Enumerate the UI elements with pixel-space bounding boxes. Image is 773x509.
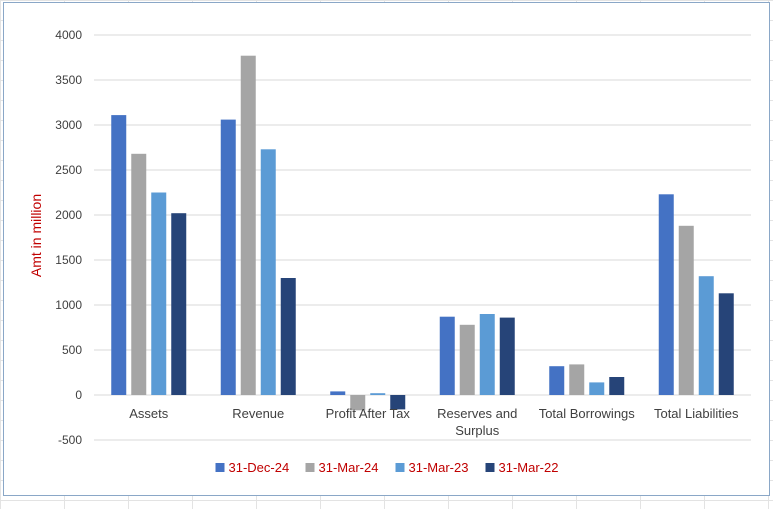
y-tick-label: 3500 [55, 73, 82, 87]
bar-31-mar-22-total-borrowings [609, 377, 625, 395]
x-tick-label: Total Liabilities [654, 406, 739, 421]
y-tick-label: 2000 [55, 208, 82, 222]
y-tick-label: 1000 [55, 298, 82, 312]
bar-31-dec-24-total-liabilities [658, 194, 674, 395]
y-tick-label: 4000 [55, 28, 82, 42]
bar-31-mar-23-profit-after-tax [370, 393, 386, 395]
bar-31-mar-23-revenue [260, 149, 276, 395]
bar-31-mar-23-total-liabilities [698, 276, 714, 395]
bar-31-mar-22-revenue [280, 278, 296, 395]
bar-31-mar-22-profit-after-tax [390, 395, 406, 410]
chart-frame[interactable]: 4000 3500 3000 2500 2000 1500 1000 500 0 -500 Ass… [3, 2, 770, 496]
bar-31-dec-24-assets [111, 115, 127, 395]
bar-31-mar-22-reserves-and-surplus [499, 317, 515, 395]
x-tick-label: Total Borrowings [539, 406, 636, 421]
x-tick-label: Profit After Tax [326, 406, 411, 421]
bar-31-dec-24-profit-after-tax [330, 391, 346, 395]
x-tick-label: Reserves and Surplus [437, 406, 517, 438]
y-tick-label: 1500 [55, 253, 82, 267]
y-tick-label: 500 [62, 343, 82, 357]
bar-31-mar-22-assets [171, 213, 187, 395]
x-axis-labels: Assets Revenue Profit After Tax Reserves an… [129, 406, 739, 438]
bar-31-dec-24-revenue [220, 119, 236, 395]
legend-label: 31-Dec-24 [229, 460, 290, 475]
bars [111, 55, 734, 411]
legend-swatch [305, 463, 315, 472]
bar-31-mar-24-profit-after-tax [350, 395, 366, 411]
bar-31-mar-24-assets [131, 153, 147, 395]
y-tick-label: 0 [75, 388, 82, 402]
bar-31-mar-23-reserves-and-surplus [479, 314, 495, 395]
legend-label: 31-Mar-22 [499, 460, 559, 475]
bar-31-mar-23-total-borrowings [589, 382, 605, 395]
y-axis-ticks: 4000 3500 3000 2500 2000 1500 1000 500 0 -500 [55, 28, 82, 447]
bar-31-dec-24-reserves-and-surplus [439, 316, 455, 395]
legend-label: 31-Mar-24 [319, 460, 379, 475]
legend-label: 31-Mar-23 [409, 460, 469, 475]
x-tick-label: Assets [129, 406, 169, 421]
bar-31-mar-24-reserves-and-surplus [459, 324, 475, 395]
bar-31-dec-24-total-borrowings [549, 366, 565, 395]
y-tick-label: -500 [58, 433, 82, 447]
bar-31-mar-23-assets [151, 192, 167, 395]
legend: 31-Dec-24 31-Mar-24 31-Mar-23 31-Mar-22 [215, 460, 559, 475]
bar-31-mar-24-revenue [240, 55, 256, 395]
bar-31-mar-22-total-liabilities [718, 293, 734, 395]
y-axis-label: Amt in million [28, 194, 44, 277]
gridlines [94, 34, 751, 441]
x-tick-label: Revenue [232, 406, 284, 421]
bar-31-mar-24-total-borrowings [569, 364, 585, 395]
bar-31-mar-24-total-liabilities [678, 225, 694, 395]
y-tick-label: 3000 [55, 118, 82, 132]
legend-swatch [395, 463, 405, 472]
legend-swatch [485, 463, 495, 472]
legend-swatch [215, 463, 225, 472]
bar-chart: 4000 3500 3000 2500 2000 1500 1000 500 0 -500 Ass… [28, 28, 751, 475]
y-tick-label: 2500 [55, 163, 82, 177]
